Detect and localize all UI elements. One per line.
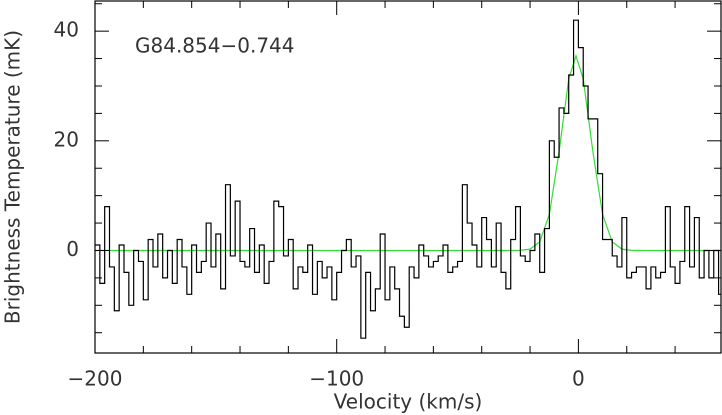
y-axis-label: Brightness Temperature (mK) — [1, 30, 25, 324]
annotation: G84.854−0.744 — [135, 34, 295, 58]
y-tick-label: 20 — [54, 127, 79, 151]
plot-frame — [94, 0, 722, 354]
y-tick-label: 0 — [66, 237, 79, 261]
fit-line — [95, 53, 721, 252]
spectrum — [95, 19, 721, 339]
x-tick-label: 0 — [572, 367, 585, 391]
x-axis-label: Velocity (km/s) — [334, 390, 483, 414]
x-tick-label: −200 — [68, 367, 123, 391]
x-tick-label: −100 — [309, 367, 364, 391]
y-tick-label: 40 — [54, 18, 79, 42]
